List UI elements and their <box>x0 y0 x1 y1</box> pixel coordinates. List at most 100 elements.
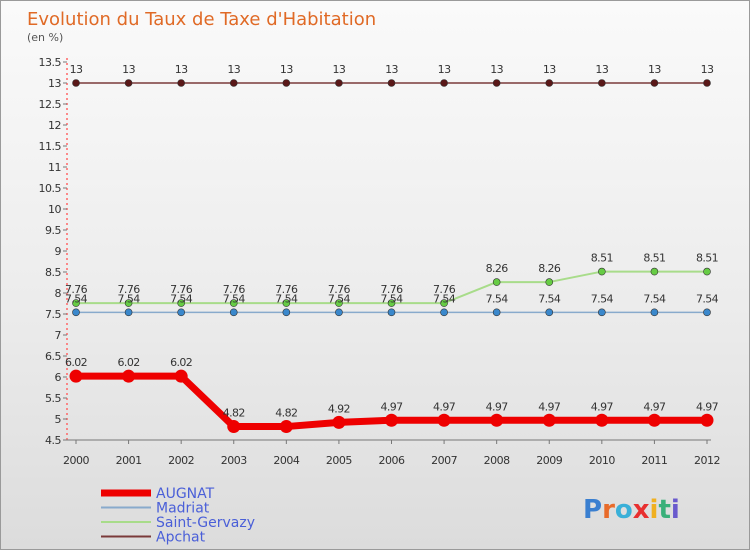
y-tick-label: 10 <box>48 203 61 216</box>
data-label-saint-gervazy: 8.26 <box>486 262 509 275</box>
data-point-madriat <box>177 308 185 317</box>
data-label-augnat: 4.97 <box>591 400 614 413</box>
data-point-madriat <box>229 308 238 317</box>
data-point-saint-gervazy <box>229 299 238 307</box>
data-point-saint-gervazy <box>282 299 291 307</box>
data-point-augnat <box>174 369 188 383</box>
data-point-augnat <box>542 413 556 427</box>
data-point-apchat <box>492 79 501 87</box>
data-point-saint-gervazy <box>72 299 80 307</box>
y-tick-label: 4.5 <box>45 434 61 447</box>
data-label-apchat: 13 <box>490 63 503 76</box>
data-label-apchat: 13 <box>122 63 135 76</box>
data-point-apchat <box>124 79 133 87</box>
y-tick-label: 13 <box>48 77 61 90</box>
data-label-madriat: 7.54 <box>275 292 298 305</box>
x-tick-label: 2011 <box>641 454 667 467</box>
data-point-saint-gervazy <box>492 278 501 286</box>
data-point-apchat <box>387 79 396 87</box>
y-tick-label: 6 <box>55 371 62 384</box>
x-tick-label: 2007 <box>431 454 457 467</box>
data-label-saint-gervazy: 7.76 <box>223 283 246 296</box>
data-label-augnat: 4.97 <box>696 400 719 413</box>
data-label-augnat: 4.82 <box>223 407 245 420</box>
data-label-apchat: 13 <box>333 63 346 76</box>
data-label-augnat: 6.02 <box>118 356 140 369</box>
y-tick-label: 13.5 <box>39 56 62 69</box>
data-point-apchat <box>335 79 343 87</box>
y-tick-label: 7.5 <box>45 308 61 321</box>
data-label-saint-gervazy: 8.51 <box>591 252 613 265</box>
y-tick-label: 11 <box>48 161 61 174</box>
data-label-apchat: 13 <box>543 63 556 76</box>
x-tick-label: 2005 <box>326 454 352 467</box>
data-label-apchat: 13 <box>385 63 398 76</box>
legend-label-madriat: Madriat <box>156 501 210 517</box>
data-label-madriat: 7.54 <box>380 292 403 305</box>
data-label-apchat: 13 <box>280 63 293 76</box>
data-label-madriat: 7.54 <box>328 292 351 305</box>
data-point-apchat <box>703 79 711 87</box>
data-point-apchat <box>177 79 185 87</box>
data-label-augnat: 6.02 <box>170 356 192 369</box>
y-tick-label: 9 <box>55 245 62 258</box>
data-label-augnat: 4.97 <box>538 400 561 413</box>
data-point-madriat <box>492 308 501 317</box>
data-label-madriat: 7.54 <box>118 292 141 305</box>
data-label-saint-gervazy: 7.76 <box>118 283 141 296</box>
axes: 4.5 5 5.5 6 6.5 7 7.5 8 8.5 9 9.5 10 10.5 11 11.5 12 12.… <box>39 56 721 467</box>
data-label-apchat: 13 <box>70 63 83 76</box>
data-point-saint-gervazy <box>387 299 396 307</box>
legend-label-saint-gervazy: Saint-Gervazy <box>156 515 255 531</box>
data-label-madriat: 7.54 <box>696 292 719 305</box>
data-point-madriat <box>124 308 133 317</box>
y-tick-label: 9.5 <box>45 224 61 237</box>
y-tick-label: 8 <box>55 287 62 300</box>
data-point-saint-gervazy <box>598 267 606 276</box>
data-label-apchat: 13 <box>701 63 714 76</box>
y-tick-label: 6.5 <box>45 350 61 363</box>
data-point-augnat <box>279 420 293 434</box>
data-label-saint-gervazy: 8.51 <box>643 252 665 265</box>
data-label-apchat: 13 <box>648 63 661 76</box>
x-tick-label: 2010 <box>589 454 615 467</box>
y-tick-label: 12.5 <box>39 98 62 111</box>
data-point-madriat <box>335 308 343 317</box>
data-label-augnat: 4.97 <box>486 400 509 413</box>
x-tick-label: 2006 <box>379 454 405 467</box>
data-point-apchat <box>545 79 554 87</box>
legend-label-apchat: Apchat <box>156 530 206 546</box>
data-point-saint-gervazy <box>703 267 711 276</box>
data-label-augnat: 4.97 <box>380 400 403 413</box>
data-label-saint-gervazy: 7.76 <box>328 283 351 296</box>
data-label-madriat: 7.54 <box>486 292 509 305</box>
data-label-saint-gervazy: 7.76 <box>170 283 193 296</box>
y-tick-label: 5.5 <box>45 392 61 405</box>
data-point-madriat <box>282 308 291 317</box>
data-point-madriat <box>598 308 606 317</box>
x-tick-label: 2000 <box>63 454 89 467</box>
data-point-saint-gervazy <box>335 299 343 307</box>
data-point-saint-gervazy <box>177 299 185 307</box>
y-tick-label: 7 <box>55 329 62 342</box>
data-point-apchat <box>598 79 606 87</box>
y-tick-label: 10.5 <box>39 182 62 195</box>
data-label-madriat: 7.54 <box>433 292 456 305</box>
data-point-madriat <box>703 308 711 317</box>
data-point-augnat <box>385 413 398 427</box>
data-label-augnat: 4.92 <box>328 402 350 415</box>
data-point-madriat <box>72 308 80 317</box>
data-label-apchat: 13 <box>175 63 188 76</box>
data-point-apchat <box>72 79 80 87</box>
data-labels: 13 13 13 13 13 13 13 13 13 13 13 13 137.76 7.76 7.76 7.… <box>65 63 719 420</box>
data-label-saint-gervazy: 7.76 <box>65 283 88 296</box>
data-label-augnat: 4.97 <box>433 400 456 413</box>
data-point-augnat <box>595 413 609 427</box>
proxiti-logo: Proxiti <box>583 495 680 525</box>
data-point-augnat <box>700 413 714 427</box>
data-point-augnat <box>437 413 451 427</box>
data-point-augnat <box>490 413 504 427</box>
data-label-madriat: 7.54 <box>591 292 614 305</box>
data-label-saint-gervazy: 7.76 <box>433 283 456 296</box>
data-label-saint-gervazy: 7.76 <box>275 283 298 296</box>
